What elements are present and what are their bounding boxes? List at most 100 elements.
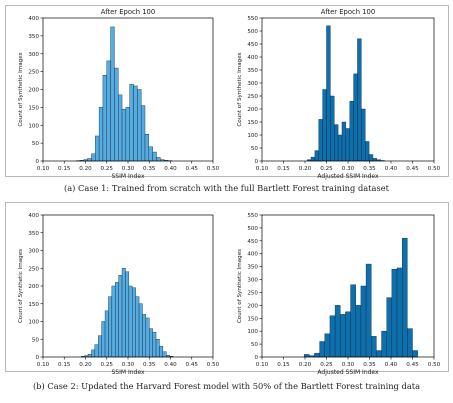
histogram-bar (121, 268, 126, 358)
histogram-bar (368, 154, 374, 162)
x-tick-label: 0.30 (122, 362, 135, 368)
y-tick-label: 300 (247, 81, 258, 87)
y-tick-label: 550 (247, 213, 258, 219)
y-tick-label: 400 (28, 213, 39, 219)
x-tick-label: 0.20 (299, 362, 312, 368)
histogram-bar (149, 328, 153, 358)
histogram-bar (407, 328, 413, 358)
histogram-bar (137, 89, 142, 162)
x-tick-label: 0.15 (277, 362, 290, 368)
x-tick-label: 0.30 (122, 166, 135, 172)
y-tick-label: 500 (247, 29, 258, 35)
caption-case-1: (a) Case 1: Trained from scratch with th… (64, 183, 389, 193)
histogram-bar (98, 107, 104, 162)
histogram-bar (386, 297, 393, 358)
histogram-bar (128, 285, 133, 358)
x-tick-label: 0.35 (363, 362, 376, 368)
x-tick-label: 0.10 (256, 166, 269, 172)
chart-2: 0.10 0.15 0.20 0.25 0.30 0.35 0.40 0.45 0.50 0 50 1… (237, 8, 441, 180)
y-tick-label: 450 (247, 42, 258, 48)
histogram-bar (310, 156, 316, 162)
histogram-bar (345, 311, 351, 358)
histogram-bar (350, 284, 356, 358)
x-tick-label: 0.25 (101, 362, 114, 368)
x-tick-label: 0.25 (320, 166, 333, 172)
x-tick-label: 0.30 (342, 362, 355, 368)
histogram-bar (365, 141, 370, 162)
y-tick-label: 250 (247, 94, 258, 100)
y-tick-label: 50 (251, 342, 259, 348)
x-tick-label: 0.50 (207, 362, 220, 368)
histogram-bar (345, 128, 350, 162)
chart-4: 0.10 0.15 0.20 0.25 0.30 0.35 0.40 0.45 0.50 0 50 1… (237, 213, 441, 376)
histogram-bar (142, 314, 147, 358)
histogram-bar (340, 314, 346, 358)
histogram-bar (135, 296, 140, 358)
histogram-bar (412, 350, 418, 358)
histogram-bar (322, 89, 327, 162)
histogram-bar (334, 305, 341, 358)
x-tick-label: 0.35 (143, 362, 156, 368)
x-tick-label: 0.35 (143, 166, 156, 172)
histogram-bar (91, 349, 96, 358)
histogram-bar (115, 282, 119, 358)
y-tick-label: 200 (247, 107, 258, 113)
y-tick-label: 0 (35, 159, 39, 165)
x-tick-label: 0.20 (79, 166, 92, 172)
histogram-bar (341, 121, 347, 162)
histogram-bar (144, 133, 150, 162)
y-tick-label: 150 (247, 316, 258, 322)
y-tick-label: 350 (28, 34, 39, 40)
histogram-bar (355, 305, 362, 358)
histogram-bar (376, 350, 382, 358)
x-tick-label: 0.25 (101, 166, 114, 172)
x-tick-label: 0.20 (79, 362, 92, 368)
y-tick-label: 250 (247, 290, 258, 296)
x-axis-label: SSIM Index (112, 173, 145, 180)
histogram-bar (132, 287, 136, 358)
histogram-bar (140, 105, 146, 162)
x-tick-label: 0.45 (406, 362, 419, 368)
y-tick-label: 100 (28, 123, 39, 129)
histogram-bar (324, 333, 331, 358)
caption-case-2: (b) Case 2: Updated the Harvard Forest m… (32, 381, 421, 391)
histogram-bar (159, 346, 164, 358)
y-tick-label: 100 (247, 329, 258, 335)
y-tick-label: 200 (28, 88, 39, 94)
histogram-bar (303, 354, 310, 358)
x-tick-label: 0.25 (320, 362, 333, 368)
x-tick-label: 0.10 (256, 362, 269, 368)
histogram-bar (391, 269, 398, 358)
histogram-bar (396, 267, 403, 358)
y-tick-label: 350 (28, 231, 39, 237)
y-tick-label: 0 (254, 159, 258, 165)
x-tick-label: 0.10 (37, 166, 50, 172)
histogram-bar (98, 335, 102, 358)
histogram-bar (129, 83, 134, 162)
x-tick-label: 0.40 (385, 166, 398, 172)
y-tick-label: 250 (28, 70, 39, 76)
y-tick-label: 500 (247, 226, 258, 232)
histogram-bar (121, 108, 127, 162)
chart-title: After Epoch 100 (101, 8, 155, 16)
y-tick-label: 200 (247, 303, 258, 309)
x-tick-label: 0.40 (164, 166, 177, 172)
histogram-bar (87, 158, 92, 162)
y-tick-label: 150 (247, 120, 258, 126)
histogram-bar (155, 339, 160, 358)
y-tick-label: 300 (28, 249, 39, 255)
y-tick-label: 50 (32, 337, 40, 343)
y-axis-label: Count of Synthetic Images (237, 52, 243, 126)
histogram-bar (106, 60, 111, 162)
y-axis-label: Count of Synthetic Images (237, 249, 243, 323)
histogram-bar (360, 285, 367, 358)
histogram-bar (101, 321, 106, 358)
y-tick-label: 100 (247, 133, 258, 139)
y-tick-label: 0 (35, 355, 39, 361)
histogram-bar (162, 351, 167, 358)
histogram-bar (110, 26, 115, 162)
x-tick-label: 0.45 (186, 362, 199, 368)
y-tick-label: 450 (247, 239, 258, 245)
histogram-bar (118, 94, 123, 162)
